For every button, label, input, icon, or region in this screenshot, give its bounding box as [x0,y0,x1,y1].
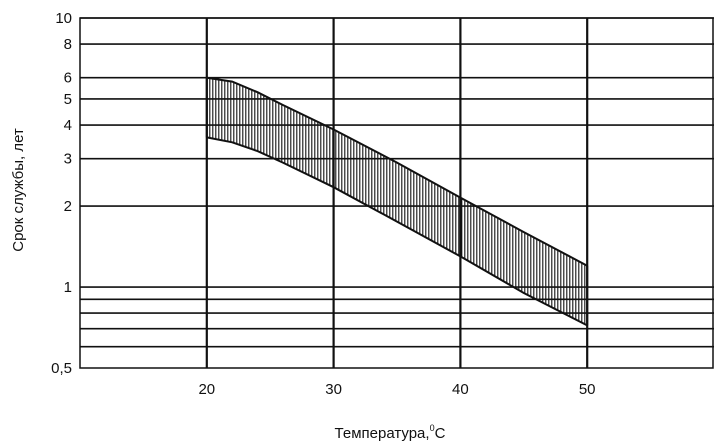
y-tick-label: 1 [64,279,72,296]
x-axis-ticks: 20 30 40 50 [198,381,595,398]
x-axis-label-text: Температура, [335,425,430,442]
y-axis-label: Срок службы, лет [10,128,27,252]
x-tick-label: 40 [452,381,469,398]
band [205,76,589,327]
y-tick-label: 4 [64,117,72,134]
band-lower-line [206,136,588,327]
x-tick-label: 50 [579,381,596,398]
y-tick-label: 8 [64,36,72,53]
y-tick-label: 10 [55,10,72,27]
plot-frame [79,17,714,369]
x-axis-label-degree: 0 [430,423,435,433]
band-upper-line [206,76,588,267]
x-axis-label: Температура,0С [335,423,446,442]
y-axis-ticks: 0,5 1 2 3 4 5 6 8 10 [51,10,72,377]
y-tick-label: 3 [64,151,72,168]
y-tick-label: 2 [64,198,72,215]
grid [80,17,714,368]
y-tick-label: 0,5 [51,360,72,377]
x-axis-label-unit: С [435,425,446,442]
x-tick-label: 20 [198,381,215,398]
y-tick-label: 5 [64,91,72,108]
y-tick-label: 6 [64,70,72,87]
x-tick-label: 30 [325,381,342,398]
